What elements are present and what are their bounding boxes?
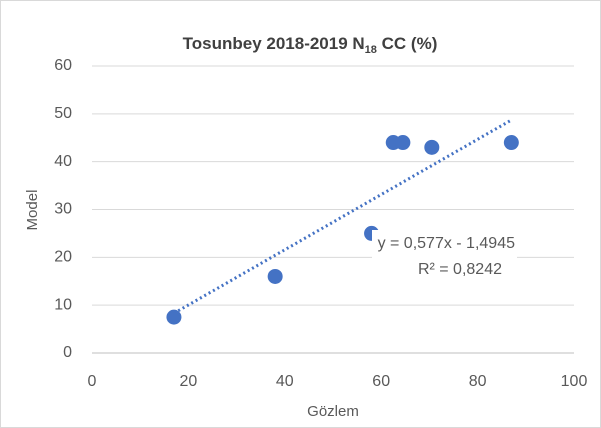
y-tick-label: 60 (54, 57, 72, 74)
title-rest: CC (%) (377, 34, 437, 53)
chart-title: Tosunbey 2018-2019 N18 CC (%) (183, 34, 438, 55)
x-tick-label: 40 (276, 373, 294, 390)
x-tick-label: 60 (372, 373, 390, 390)
point (267, 268, 283, 284)
point (503, 135, 519, 151)
point (166, 309, 182, 325)
y-tick-label: 20 (54, 249, 72, 266)
trendline-r2: R² = 0,8242 (418, 261, 502, 278)
trendline-equation: y = 0,577x - 1,4945 (378, 235, 516, 252)
y-tick-label: 30 (54, 201, 72, 218)
point (424, 139, 440, 155)
point (395, 135, 411, 151)
title-main: Tosunbey 2018-2019 N (183, 34, 365, 53)
y-tick-label: 0 (63, 344, 72, 361)
y-tick-label: 50 (54, 105, 72, 122)
x-tick-label: 0 (88, 373, 97, 390)
title-subscript: 18 (365, 44, 377, 56)
y-tick-label: 40 (54, 153, 72, 170)
x-tick-label: 80 (469, 373, 487, 390)
y-axis-label: Model (24, 190, 41, 231)
x-tick-label: 20 (180, 373, 198, 390)
x-axis-label: Gözlem (307, 403, 359, 420)
x-tick-label: 100 (561, 373, 588, 390)
y-tick-label: 10 (54, 296, 72, 313)
equation-box (372, 230, 517, 288)
